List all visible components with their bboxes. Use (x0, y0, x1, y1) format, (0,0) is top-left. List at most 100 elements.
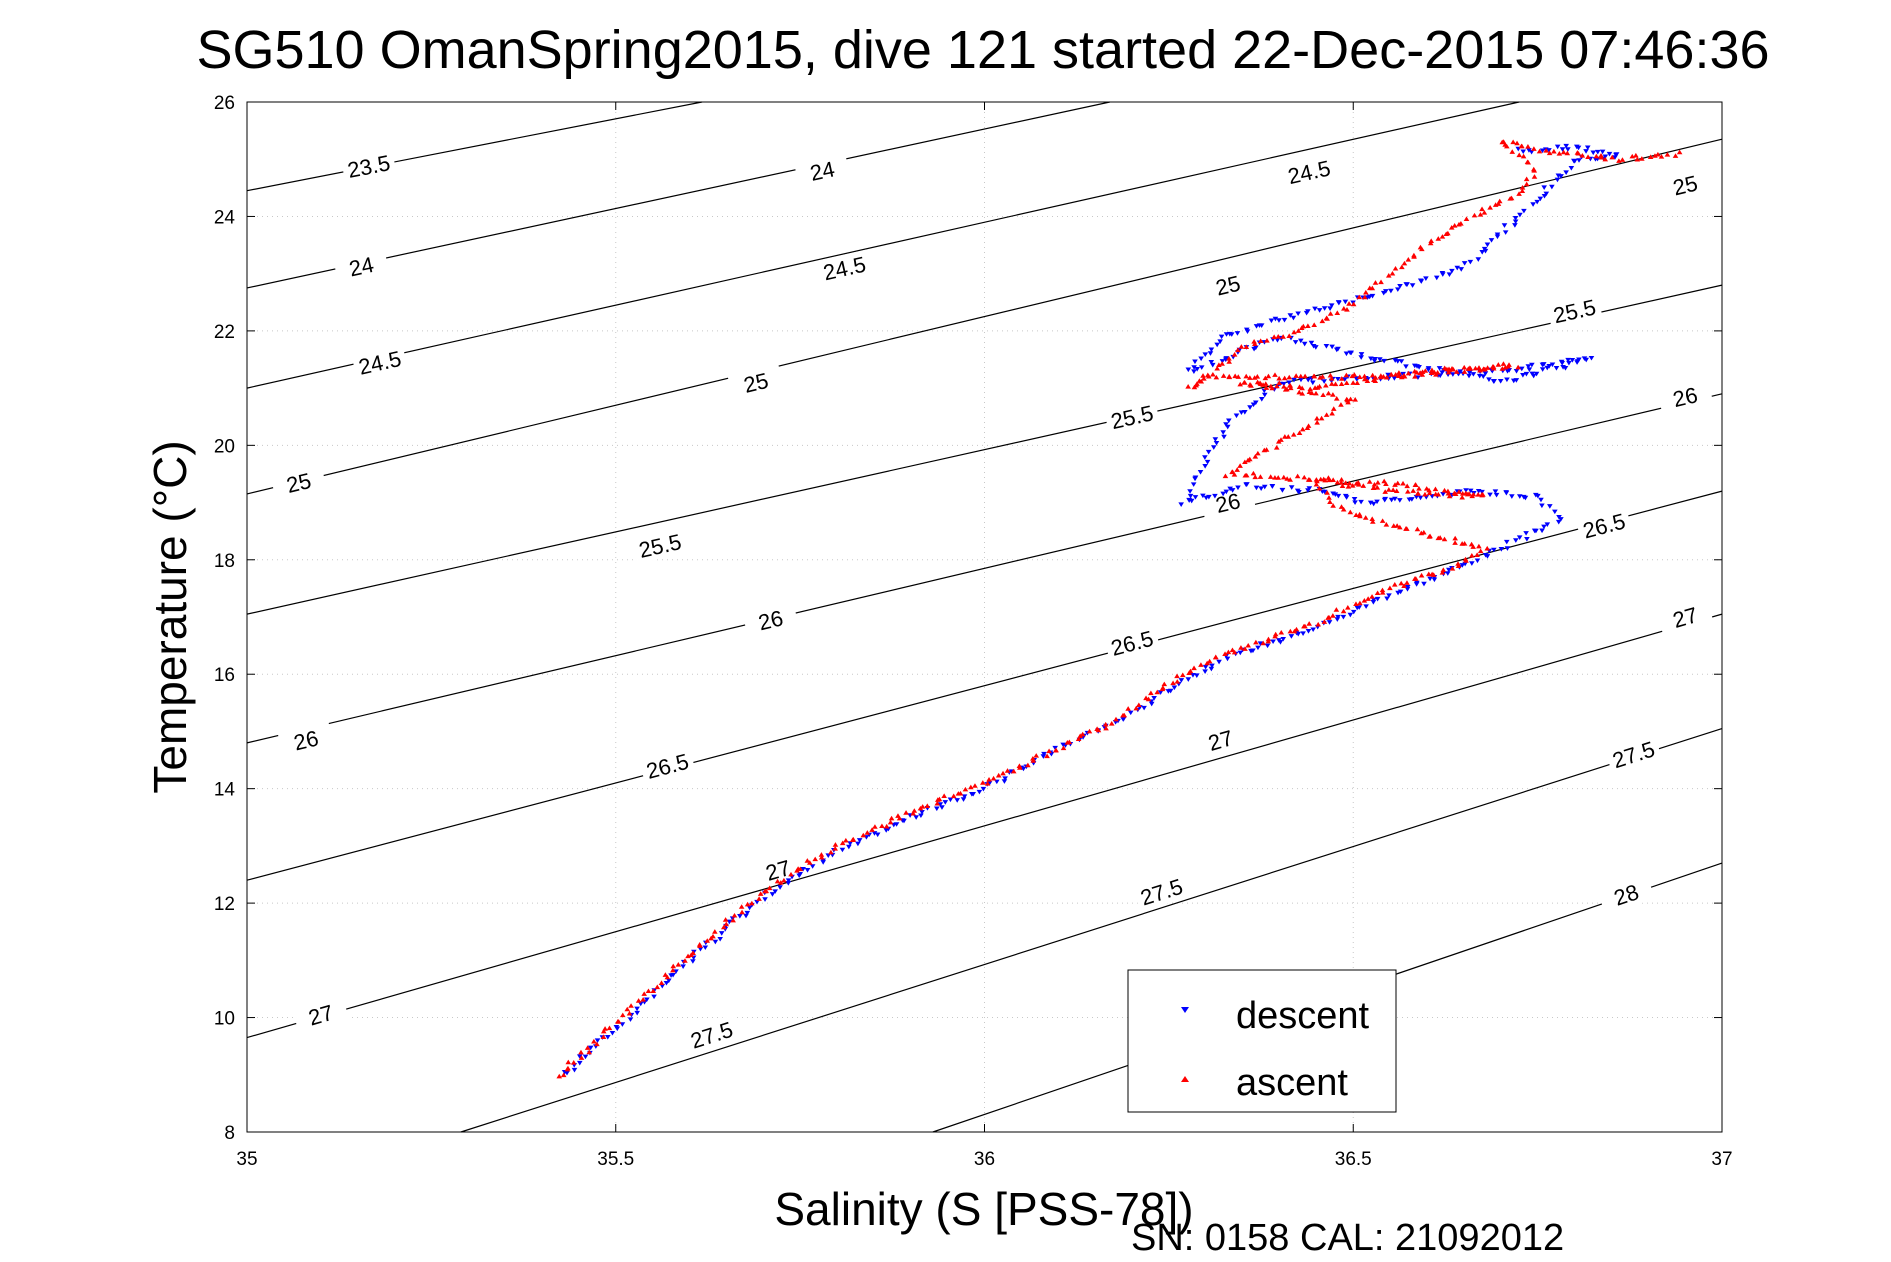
descent-point (1292, 340, 1299, 345)
contour-label-bg (1191, 720, 1250, 760)
descent-point (1459, 563, 1466, 568)
descent-point (797, 872, 804, 877)
ascent-point (1334, 310, 1341, 315)
ascent-point (1378, 279, 1384, 285)
descent-point (1312, 306, 1318, 312)
ascent-point (1246, 456, 1253, 462)
descent-point (1190, 673, 1196, 678)
ascent-point (1200, 373, 1206, 378)
descent-point (1178, 678, 1185, 683)
ascent-point (1338, 479, 1345, 485)
descent-point (1553, 366, 1560, 371)
contour-label-bg (277, 721, 335, 759)
ascent-point (1280, 474, 1287, 480)
ascent-point (1551, 148, 1557, 154)
x-tick-label: 36 (974, 1149, 995, 1170)
ascent-point (1647, 154, 1654, 160)
descent-point (1425, 367, 1432, 373)
ascent-point (1265, 636, 1272, 642)
descent-point (1209, 663, 1215, 669)
ascent-point (1212, 654, 1219, 660)
ascent-point (1435, 491, 1442, 497)
ascent-point (1278, 629, 1285, 635)
descent-point (1437, 373, 1443, 379)
descent-point (1396, 498, 1403, 503)
ascent-point (781, 877, 787, 883)
descent-point (1306, 486, 1313, 491)
descent-point (1290, 315, 1297, 321)
ascent-point (1238, 645, 1244, 650)
descent-point (1235, 485, 1241, 491)
ascent-point (1294, 473, 1301, 479)
descent-point (1205, 449, 1212, 455)
ascent-point (1251, 339, 1257, 344)
descent-point (587, 1045, 594, 1051)
ascent-point (565, 1059, 572, 1065)
descent-point (1498, 547, 1505, 552)
ascent-point (1257, 338, 1264, 343)
ascent-point (1410, 488, 1416, 493)
descent-point (1305, 628, 1312, 634)
descent-point (1529, 362, 1535, 368)
descent-point (1288, 485, 1295, 490)
ascent-point (1430, 572, 1437, 577)
descent-point (847, 841, 853, 846)
ascent-point (1398, 374, 1405, 380)
ascent-point (872, 824, 878, 829)
ascent-point (1422, 491, 1428, 497)
ascent-point (955, 791, 962, 796)
ascent-point (1369, 516, 1376, 521)
descent-point (1409, 283, 1416, 288)
ascent-point (1004, 768, 1011, 773)
descent-point (1398, 359, 1405, 364)
ascent-point (1414, 526, 1421, 532)
descent-point (1041, 751, 1047, 757)
ascent-point (1378, 373, 1384, 378)
ascent-point (1252, 454, 1259, 459)
descent-point (1228, 332, 1235, 337)
ascent-point (1305, 423, 1312, 428)
descent-point (1294, 488, 1301, 494)
descent-point (1534, 199, 1540, 205)
ascent-point (749, 900, 755, 906)
descent-point (1487, 492, 1493, 498)
contour-label-bg (270, 463, 327, 502)
descent-point (1291, 377, 1297, 383)
y-tick-label: 8 (224, 1123, 235, 1144)
ascent-point (1441, 536, 1448, 542)
descent-point (855, 841, 861, 847)
descent-point (1305, 309, 1311, 314)
descent-point (1191, 365, 1197, 370)
ascent-point (1278, 437, 1284, 442)
contour-label-bg (1604, 734, 1663, 775)
descent-point (1538, 497, 1544, 503)
ascent-point (1328, 376, 1335, 381)
descent-point (1404, 584, 1411, 590)
contour-label-bg (1280, 153, 1338, 191)
ascent-point (664, 974, 671, 980)
descent-point (1002, 776, 1008, 781)
ascent-point (1446, 366, 1452, 372)
ascent-point (606, 1025, 613, 1031)
descent-point (1204, 459, 1211, 465)
ascent-point (1330, 503, 1336, 508)
descent-point (1052, 745, 1058, 751)
descent-point (1340, 614, 1347, 620)
descent-point (809, 864, 816, 869)
ascent-point (1452, 535, 1458, 541)
contour-label-bg (1132, 871, 1191, 912)
ascent-point (1323, 412, 1330, 417)
ascent-point (1290, 432, 1297, 437)
descent-point (800, 866, 806, 872)
descent-point (1418, 279, 1425, 284)
chart-title: SG510 OmanSpring2015, dive 121 started 2… (196, 20, 1769, 80)
ascent-point (1213, 374, 1220, 380)
ascent-point (1361, 597, 1368, 603)
descent-point (1210, 445, 1217, 450)
descent-point (1334, 617, 1341, 622)
ascent-point (685, 953, 691, 959)
descent-point (1192, 359, 1198, 365)
ascent-point (1262, 375, 1269, 381)
ascent-point (1467, 365, 1474, 371)
ascent-point (1372, 280, 1379, 285)
